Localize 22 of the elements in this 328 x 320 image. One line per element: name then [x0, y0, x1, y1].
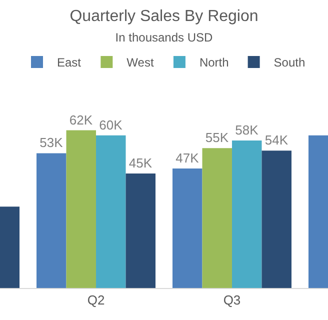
- data-label: 53K: [40, 135, 64, 150]
- bar: [36, 153, 66, 288]
- bar: [66, 130, 96, 288]
- bar: [262, 150, 292, 288]
- data-label: 62K: [69, 112, 93, 128]
- x-tick-label: Q2: [87, 292, 105, 308]
- legend-label: North: [199, 56, 229, 70]
- legend-label: East: [57, 56, 82, 70]
- legend-label: West: [126, 56, 154, 70]
- legend-label: South: [274, 56, 306, 70]
- chart-subtitle: In thousands USD: [115, 30, 214, 45]
- data-label: 47K: [176, 150, 200, 166]
- data-label: 60K: [99, 117, 123, 132]
- bar: [232, 140, 262, 288]
- data-label: 58K: [235, 122, 259, 138]
- x-tick-label: Q3: [223, 292, 241, 308]
- data-label: 54K: [264, 132, 288, 148]
- data-label: 55K: [205, 130, 229, 146]
- chart-title: Quarterly Sales By Region: [70, 8, 258, 25]
- bar: [96, 135, 126, 288]
- bar: [202, 148, 232, 288]
- data-label: 45K: [128, 156, 152, 171]
